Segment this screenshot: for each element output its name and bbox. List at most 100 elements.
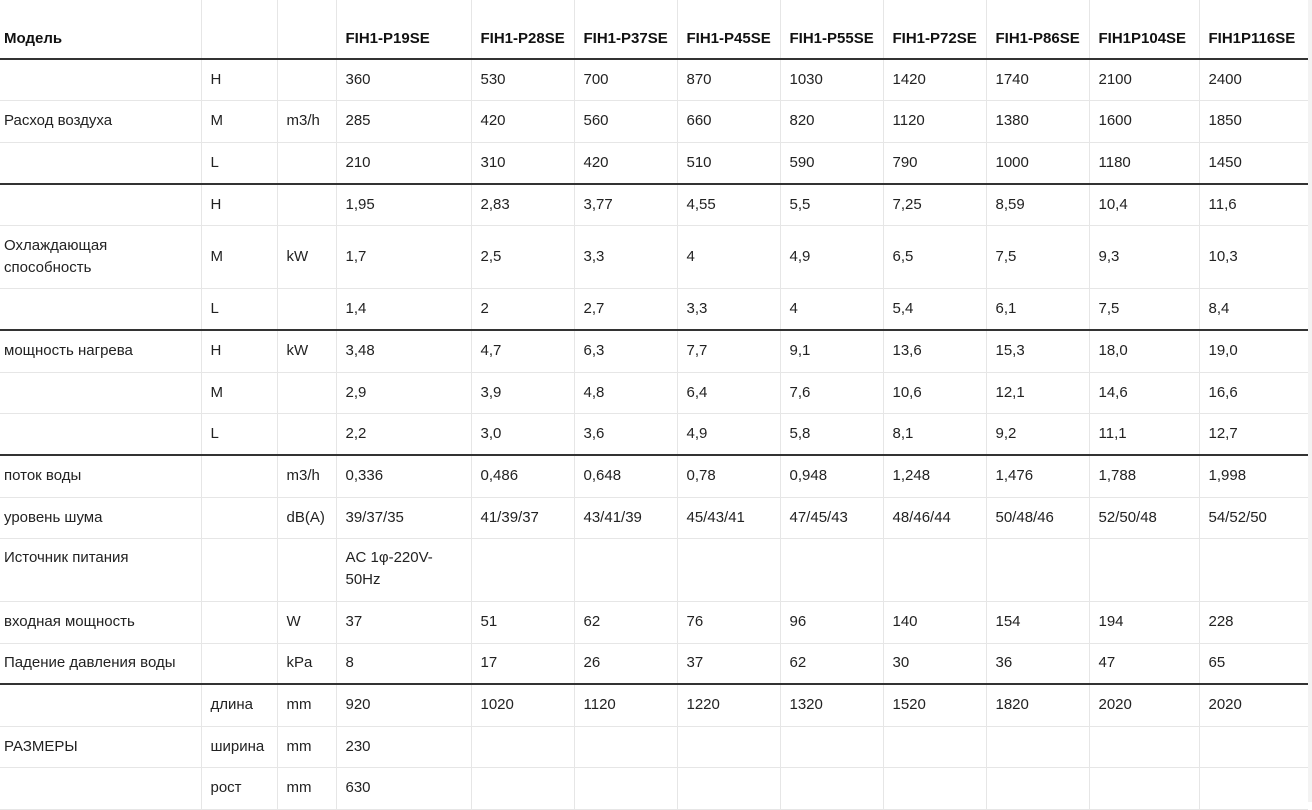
value-cell: 4,55 — [676, 184, 780, 226]
value-cell: 0,948 — [779, 455, 883, 498]
value-cell — [676, 726, 780, 768]
table-row: длина mm 920 1020 1120 1220 1320 1520 1820 2020 20… — [0, 684, 1308, 727]
value-cell: 228 — [1198, 601, 1308, 644]
value-cell: 4 — [676, 225, 780, 289]
value-cell — [573, 767, 677, 810]
value-cell: 420 — [573, 142, 677, 185]
table-row: Источник питания AC 1φ-220V-50Hz — [0, 538, 1308, 602]
value-cell: 2,9 — [335, 372, 471, 414]
value-cell — [470, 726, 574, 768]
model-header: FIH1-P72SE — [882, 0, 986, 60]
value-cell: 1180 — [1088, 142, 1199, 185]
value-cell: 4,9 — [676, 413, 780, 456]
value-cell: 50/48/46 — [985, 497, 1089, 539]
mode-cell: ширина — [200, 726, 277, 768]
value-cell: 62 — [779, 643, 883, 685]
value-cell: 3,3 — [676, 288, 780, 331]
mode-cell — [200, 643, 277, 685]
table-row: L 210 310 420 510 590 790 1000 1180 1450 — [0, 142, 1308, 185]
value-cell: 920 — [335, 684, 471, 727]
table-row: поток воды m3/h 0,336 0,486 0,648 0,78 0,948 1,… — [0, 455, 1308, 498]
value-cell — [573, 726, 677, 768]
value-cell: 590 — [779, 142, 883, 185]
unit-cell: kPa — [276, 643, 336, 685]
value-cell: 630 — [335, 767, 471, 810]
value-cell: 62 — [573, 601, 677, 644]
value-cell: 8,1 — [882, 413, 986, 456]
value-cell: 1,4 — [335, 288, 471, 331]
value-cell: 700 — [573, 59, 677, 101]
value-cell: 1380 — [985, 100, 1089, 143]
value-cell: 154 — [985, 601, 1089, 644]
value-cell: 14,6 — [1088, 372, 1199, 414]
value-cell: 285 — [335, 100, 471, 143]
row-label: Расход воздуха — [0, 100, 201, 143]
value-cell: 5,5 — [779, 184, 883, 226]
value-cell: 65 — [1198, 643, 1308, 685]
value-cell — [882, 767, 986, 810]
mode-cell — [200, 455, 277, 498]
model-header: FIH1-P19SE — [335, 0, 471, 60]
value-cell — [676, 538, 780, 602]
value-cell: 39/37/35 — [335, 497, 471, 539]
value-cell — [985, 767, 1089, 810]
value-cell: 17 — [470, 643, 574, 685]
value-cell: 1850 — [1198, 100, 1308, 143]
value-cell: 7,6 — [779, 372, 883, 414]
value-cell: 2400 — [1198, 59, 1308, 101]
value-cell: 7,25 — [882, 184, 986, 226]
value-cell: 11,1 — [1088, 413, 1199, 456]
value-cell: 1000 — [985, 142, 1089, 185]
mode-cell: L — [200, 288, 277, 331]
value-cell — [1088, 726, 1199, 768]
value-cell: 6,1 — [985, 288, 1089, 331]
value-cell — [882, 538, 986, 602]
value-cell: 6,3 — [573, 330, 677, 373]
value-cell: 4 — [779, 288, 883, 331]
table-row: РАЗМЕРЫ ширина mm 230 — [0, 726, 1308, 768]
value-cell: 2,2 — [335, 413, 471, 456]
value-cell: 3,77 — [573, 184, 677, 226]
value-cell: 2,83 — [470, 184, 574, 226]
value-cell: 10,4 — [1088, 184, 1199, 226]
value-cell: 210 — [335, 142, 471, 185]
value-cell: 76 — [676, 601, 780, 644]
table-row: уровень шума dB(A) 39/37/35 41/39/37 43/41/3… — [0, 497, 1308, 539]
value-cell: 12,1 — [985, 372, 1089, 414]
value-cell: 16,6 — [1198, 372, 1308, 414]
row-label: входная мощность — [0, 601, 201, 644]
header-row: Модель FIH1-P19SE FIH1-P28SE FIH1-P37SE … — [0, 0, 1308, 60]
unit-cell: mm — [276, 767, 336, 810]
value-cell — [1198, 767, 1308, 810]
value-cell: 6,5 — [882, 225, 986, 289]
mode-cell: M — [200, 225, 277, 289]
value-cell: 1820 — [985, 684, 1089, 727]
unit-cell: mm — [276, 726, 336, 768]
unit-cell — [276, 413, 336, 456]
value-cell: 1600 — [1088, 100, 1199, 143]
mode-cell: длина — [200, 684, 277, 727]
value-cell: 1120 — [573, 684, 677, 727]
table-row: L 2,2 3,0 3,6 4,9 5,8 8,1 9,2 11,1 12,7 — [0, 413, 1308, 456]
value-cell: 5,8 — [779, 413, 883, 456]
value-cell — [779, 767, 883, 810]
model-header: FIH1-P28SE — [470, 0, 574, 60]
row-label: уровень шума — [0, 497, 201, 539]
mode-cell — [200, 601, 277, 644]
mode-cell: H — [200, 184, 277, 226]
value-cell: 18,0 — [1088, 330, 1199, 373]
unit-cell: kW — [276, 225, 336, 289]
value-cell — [985, 726, 1089, 768]
row-label: Источник питания — [0, 538, 201, 602]
value-cell: 3,48 — [335, 330, 471, 373]
value-cell: 2 — [470, 288, 574, 331]
value-cell: 19,0 — [1198, 330, 1308, 373]
value-cell: 37 — [335, 601, 471, 644]
value-cell — [779, 726, 883, 768]
table-row: входная мощность W 37 51 62 76 96 140 154 194 228 — [0, 601, 1308, 644]
value-cell: 3,6 — [573, 413, 677, 456]
row-label: Охлаждающая способность — [0, 225, 201, 289]
table-row: рост mm 630 — [0, 767, 1308, 810]
value-cell: 2,5 — [470, 225, 574, 289]
value-cell — [470, 538, 574, 602]
